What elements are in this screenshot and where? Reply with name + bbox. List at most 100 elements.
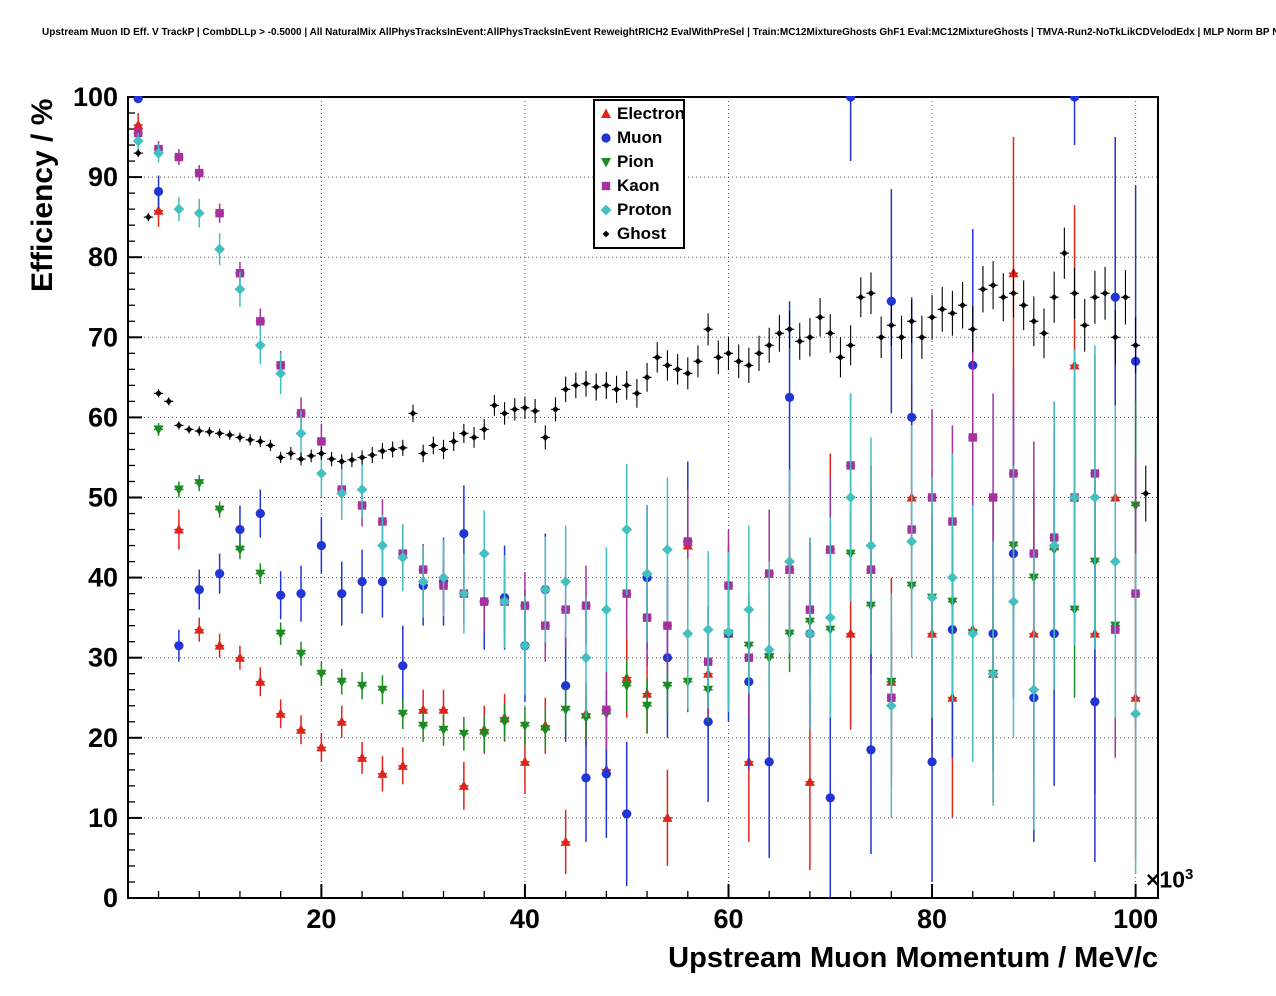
kaon-marker-icon bbox=[601, 181, 611, 191]
marker bbox=[316, 540, 326, 551]
marker bbox=[267, 442, 274, 449]
marker bbox=[580, 652, 592, 664]
marker bbox=[153, 147, 164, 159]
marker bbox=[1060, 249, 1068, 257]
marker bbox=[765, 341, 773, 349]
marker bbox=[194, 624, 205, 634]
marker bbox=[315, 468, 327, 479]
marker bbox=[460, 430, 468, 437]
legend-label: Kaon bbox=[617, 176, 660, 195]
marker bbox=[641, 568, 653, 579]
legend-label: Ghost bbox=[617, 224, 667, 243]
marker bbox=[479, 729, 490, 740]
marker bbox=[450, 438, 458, 445]
marker bbox=[1132, 341, 1140, 349]
marker bbox=[755, 349, 763, 357]
marker bbox=[592, 383, 600, 391]
legend-item-ghost: Ghost bbox=[595, 222, 683, 246]
marker bbox=[560, 705, 571, 716]
marker bbox=[988, 493, 998, 502]
marker bbox=[622, 809, 632, 819]
marker bbox=[885, 700, 897, 712]
marker bbox=[674, 365, 682, 373]
marker bbox=[887, 321, 895, 329]
marker bbox=[560, 836, 571, 846]
marker bbox=[409, 409, 417, 417]
marker bbox=[601, 108, 611, 118]
marker bbox=[908, 317, 916, 325]
y-tick-label: 0 bbox=[103, 883, 118, 913]
marker bbox=[214, 243, 226, 255]
marker bbox=[1008, 596, 1019, 608]
marker bbox=[867, 289, 875, 297]
marker bbox=[816, 313, 824, 321]
marker bbox=[357, 577, 367, 587]
marker bbox=[643, 373, 651, 381]
marker bbox=[144, 213, 152, 221]
y-tick-label: 80 bbox=[88, 242, 118, 272]
marker bbox=[155, 389, 162, 397]
marker bbox=[653, 353, 661, 361]
marker bbox=[216, 430, 224, 437]
marker bbox=[511, 405, 519, 413]
y-tick-label: 10 bbox=[88, 803, 118, 833]
marker bbox=[256, 317, 265, 326]
marker bbox=[621, 524, 633, 535]
marker bbox=[663, 621, 672, 630]
marker bbox=[287, 450, 295, 457]
plot-title: Upstream Muon ID Eff. V TrackP | CombDLL… bbox=[42, 27, 1276, 38]
marker bbox=[317, 437, 326, 446]
marker bbox=[174, 152, 184, 162]
marker bbox=[664, 361, 671, 369]
marker bbox=[296, 649, 307, 660]
marker bbox=[633, 389, 641, 397]
marker bbox=[328, 455, 335, 463]
marker bbox=[735, 357, 743, 365]
y-tick-label: 40 bbox=[88, 563, 118, 593]
marker bbox=[1101, 289, 1109, 297]
marker bbox=[214, 640, 225, 650]
marker bbox=[683, 537, 692, 546]
marker bbox=[662, 544, 673, 555]
marker bbox=[775, 329, 783, 337]
marker bbox=[582, 380, 590, 388]
marker bbox=[725, 349, 732, 357]
marker bbox=[296, 589, 306, 599]
marker bbox=[989, 281, 997, 289]
marker bbox=[1048, 540, 1060, 551]
marker bbox=[275, 367, 287, 379]
marker bbox=[499, 596, 510, 608]
marker bbox=[804, 628, 816, 640]
marker bbox=[763, 644, 775, 656]
pion-marker-icon bbox=[601, 158, 611, 168]
marker bbox=[389, 446, 397, 453]
legend-label: Pion bbox=[617, 152, 654, 171]
marker bbox=[601, 181, 611, 191]
electron-marker-icon bbox=[601, 108, 611, 118]
marker bbox=[714, 353, 722, 361]
legend-item-electron: Electron bbox=[595, 102, 686, 126]
marker bbox=[174, 641, 184, 651]
marker bbox=[185, 426, 193, 433]
marker bbox=[1122, 293, 1129, 301]
marker bbox=[438, 704, 449, 714]
marker bbox=[1050, 293, 1058, 301]
marker bbox=[784, 392, 795, 402]
marker bbox=[600, 604, 612, 616]
marker bbox=[1130, 708, 1142, 720]
marker bbox=[440, 446, 447, 453]
marker bbox=[1089, 492, 1101, 503]
marker bbox=[601, 133, 611, 143]
legend-label: Electron bbox=[617, 104, 686, 123]
marker bbox=[276, 590, 286, 600]
marker bbox=[1010, 289, 1017, 297]
marker bbox=[1069, 492, 1080, 503]
marker bbox=[377, 685, 388, 696]
marker bbox=[173, 524, 184, 534]
marker bbox=[480, 597, 489, 606]
marker bbox=[745, 361, 753, 369]
marker bbox=[478, 548, 490, 559]
marker bbox=[134, 149, 142, 157]
marker bbox=[938, 305, 946, 313]
